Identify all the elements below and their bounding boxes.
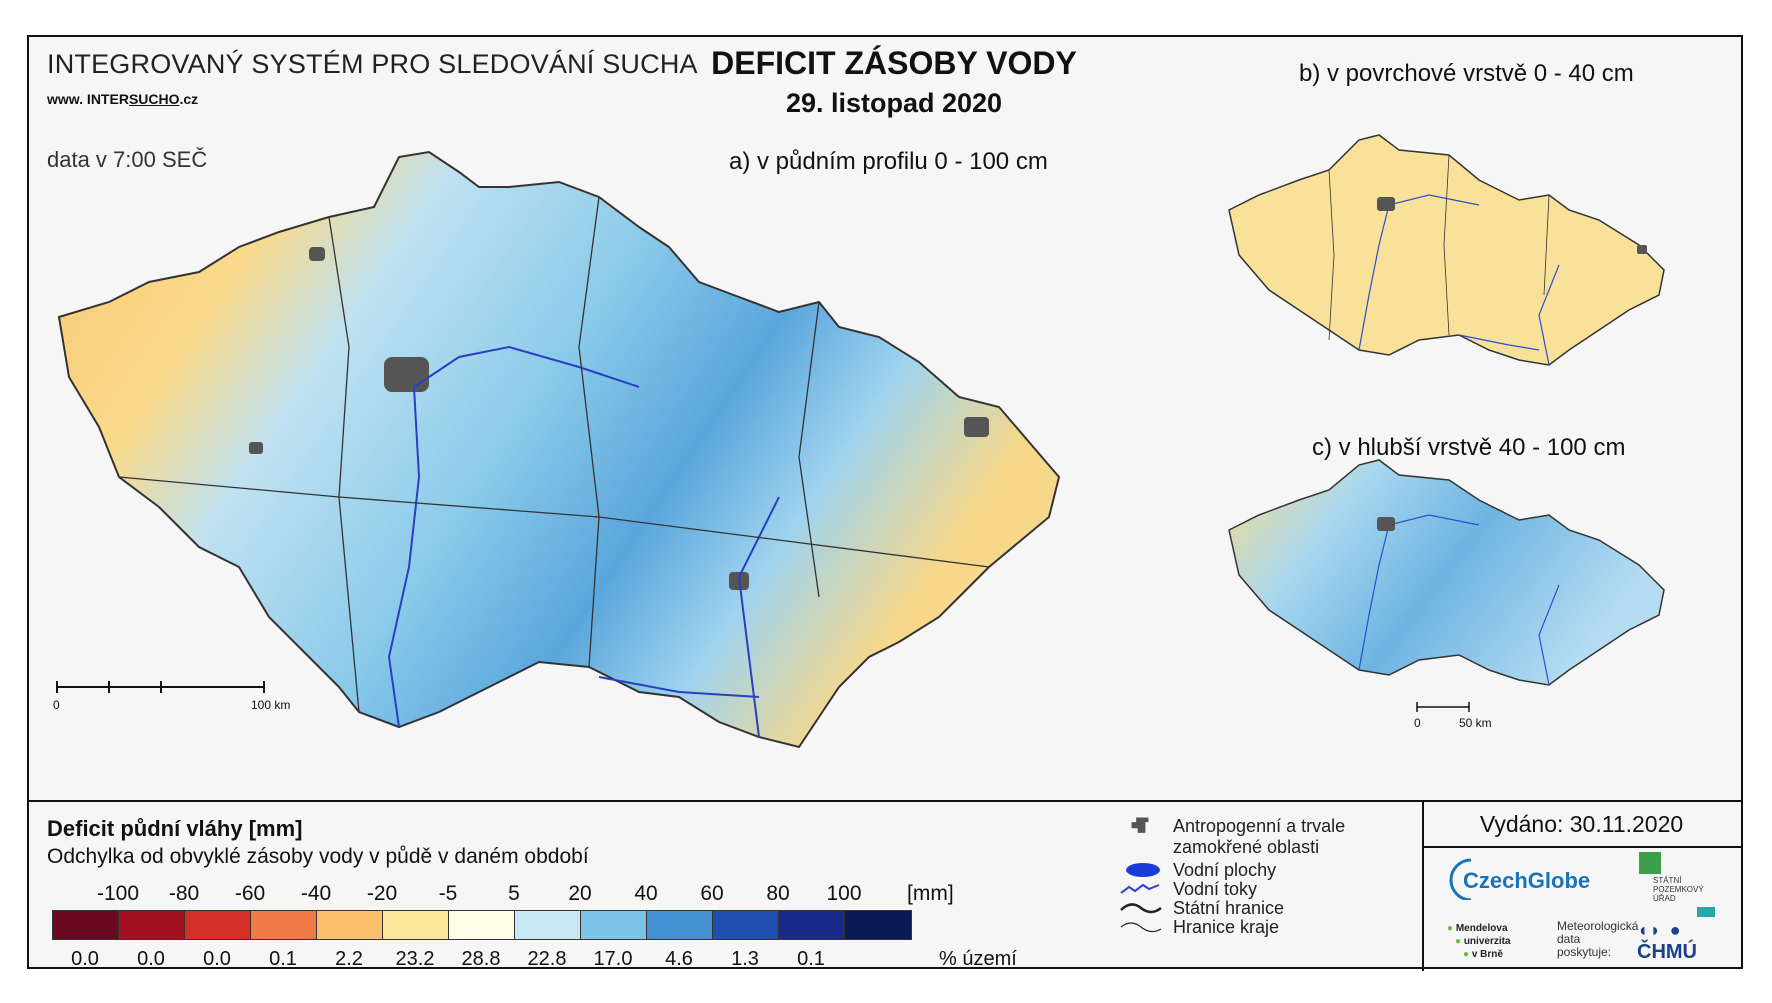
legend-tick: 60 <box>700 882 724 905</box>
legend-tick: -40 <box>300 882 332 905</box>
legend-swatch-8 <box>581 911 647 939</box>
urban-area-icon <box>1131 817 1149 833</box>
mendelu-logo: ● Mendelova ● univerzita ● v Brně <box>1447 923 1511 960</box>
legend-swatch-2 <box>185 911 251 939</box>
system-title: INTEGROVANÝ SYSTÉM PRO SLEDOVÁNÍ SUCHA <box>47 49 698 79</box>
legend-swatch-12 <box>845 911 911 939</box>
legend-swatch-1 <box>119 911 185 939</box>
legend-swatch-3 <box>251 911 317 939</box>
symbol-region-border-label: Hranice kraje <box>1173 917 1280 937</box>
legend-percent: 2.2 <box>335 948 363 970</box>
legend-tick: -100 <box>96 882 140 905</box>
legend-tick: 40 <box>634 882 658 905</box>
legend-tick: 20 <box>568 882 592 905</box>
legend-swatches <box>52 910 912 940</box>
legend-swatch-6 <box>449 911 515 939</box>
symbol-water: Vodní plochy <box>1117 860 1276 881</box>
issued-date: Vydáno: 30.11.2020 <box>1422 802 1741 848</box>
river-vltava <box>387 386 421 728</box>
website-link[interactable]: www. INTERSUCHO.cz <box>47 91 199 107</box>
urban-area-north <box>309 247 325 261</box>
map-date: 29. listopad 2020 <box>785 88 1003 118</box>
water-body-icon <box>1126 863 1160 877</box>
symbol-urban-label1: Antropogenní a trvale <box>1173 816 1346 836</box>
legend-unit: [mm] <box>907 882 954 905</box>
region-border-icon <box>1120 922 1162 933</box>
legend-tick: -80 <box>168 882 200 905</box>
legend-percent: 28.8 <box>461 948 501 970</box>
symbol-urban: Antropogenní a trvale zamokřené oblasti <box>1117 816 1345 858</box>
legend-swatch-7 <box>515 911 581 939</box>
legend-swatch-0 <box>53 911 119 939</box>
scale-a-end: 100 km <box>251 698 290 712</box>
legend-swatch-4 <box>317 911 383 939</box>
met-data-label: Meteorologická data poskytuje: <box>1557 919 1639 959</box>
legend-percent: 23.2 <box>395 948 435 970</box>
urban-area-plzen <box>249 442 263 454</box>
legend-title: Deficit půdní vláhy [mm] <box>47 816 303 841</box>
main-title: DEFICIT ZÁSOBY VODY <box>711 45 1077 81</box>
legend-swatch-10 <box>713 911 779 939</box>
legend-percent: 0.0 <box>71 948 99 970</box>
legend-percent: 22.8 <box>527 948 567 970</box>
region-border-4 <box>118 476 990 568</box>
czechia-outline-a <box>57 150 1061 749</box>
spu-name: STÁTNÍ POZEMKOVÝ ÚŘAD <box>1653 876 1704 903</box>
state-border-icon <box>1120 903 1162 914</box>
legend-tick: 100 <box>826 882 862 905</box>
legend-tick: 80 <box>766 882 790 905</box>
legend-subtitle: Odchylka od obvyklé zásoby vody v půdě v… <box>47 845 589 868</box>
legend-panel: Deficit půdní vláhy [mm] Odchylka od obv… <box>29 800 1741 971</box>
symbol-state-border: Státní hranice <box>1117 898 1284 919</box>
legend-percent: 0.0 <box>137 948 165 970</box>
symbol-water-label: Vodní plochy <box>1173 860 1277 880</box>
data-time: data v 7:00 SEČ <box>47 147 208 172</box>
legend-percent: 0.0 <box>203 948 231 970</box>
map-c-label: c) v hlubší vrstvě 40 - 100 cm <box>1312 434 1626 461</box>
legend-percent: 17.0 <box>593 948 633 970</box>
urban-area-ostrava <box>964 417 989 437</box>
river-dyje <box>598 676 760 698</box>
chmu-name: ČHMÚ <box>1637 941 1697 963</box>
region-border-2 <box>578 196 600 668</box>
map-a-label: a) v půdním profilu 0 - 100 cm <box>729 148 1048 175</box>
spu-logo: STÁTNÍ POZEMKOVÝ ÚŘAD <box>1639 852 1715 917</box>
river-icon <box>1120 883 1160 894</box>
legend-swatch-5 <box>383 911 449 939</box>
legend-tick: -20 <box>366 882 398 905</box>
footer-divider <box>1422 802 1424 971</box>
legend-percent: 0.1 <box>269 948 297 970</box>
czechglobe-logo: CzechGlobe <box>1449 858 1599 904</box>
map-a-czechia: 0 100 km <box>53 150 1061 749</box>
czechia-outline-c <box>1228 459 1665 686</box>
symbol-region-border: Hranice kraje <box>1117 917 1279 938</box>
symbol-river-label: Vodní toky <box>1173 879 1258 899</box>
legend-swatch-11 <box>779 911 845 939</box>
legend-tick: -5 <box>438 882 458 905</box>
scale-bc-end: 50 km <box>1459 716 1492 730</box>
urban-area-prague <box>384 357 429 392</box>
scale-a-start: 0 <box>53 698 60 712</box>
czechglobe-name: CzechGlobe <box>1463 868 1591 893</box>
legend-swatch-9 <box>647 911 713 939</box>
map-c-czechia: 0 50 km <box>1228 459 1665 730</box>
region-border-3 <box>798 301 820 598</box>
map-b-label: b) v povrchové vrstvě 0 - 40 cm <box>1299 60 1634 87</box>
river-labe <box>413 345 640 388</box>
symbol-urban-label2: zamokřené oblasti <box>1173 837 1320 857</box>
legend-percent: 1.3 <box>731 948 759 970</box>
region-border-1 <box>328 216 360 713</box>
czechia-outline-b <box>1228 134 1665 366</box>
scale-bc-start: 0 <box>1414 716 1421 730</box>
map-b-czechia <box>1228 134 1665 366</box>
symbol-river: Vodní toky <box>1117 879 1257 900</box>
legend-percent: 0.1 <box>797 948 825 970</box>
map-frame: INTEGROVANÝ SYSTÉM PRO SLEDOVÁNÍ SUCHA w… <box>27 35 1743 971</box>
legend-percent: 4.6 <box>665 948 693 970</box>
legend-tick: 5 <box>508 882 520 905</box>
chmu-logo: ◖◗ ● ČHMÚ <box>1637 920 1697 963</box>
legend-tick: -60 <box>234 882 266 905</box>
symbol-state-border-label: Státní hranice <box>1173 898 1285 918</box>
legend-percent-unit: % území <box>939 948 1017 970</box>
